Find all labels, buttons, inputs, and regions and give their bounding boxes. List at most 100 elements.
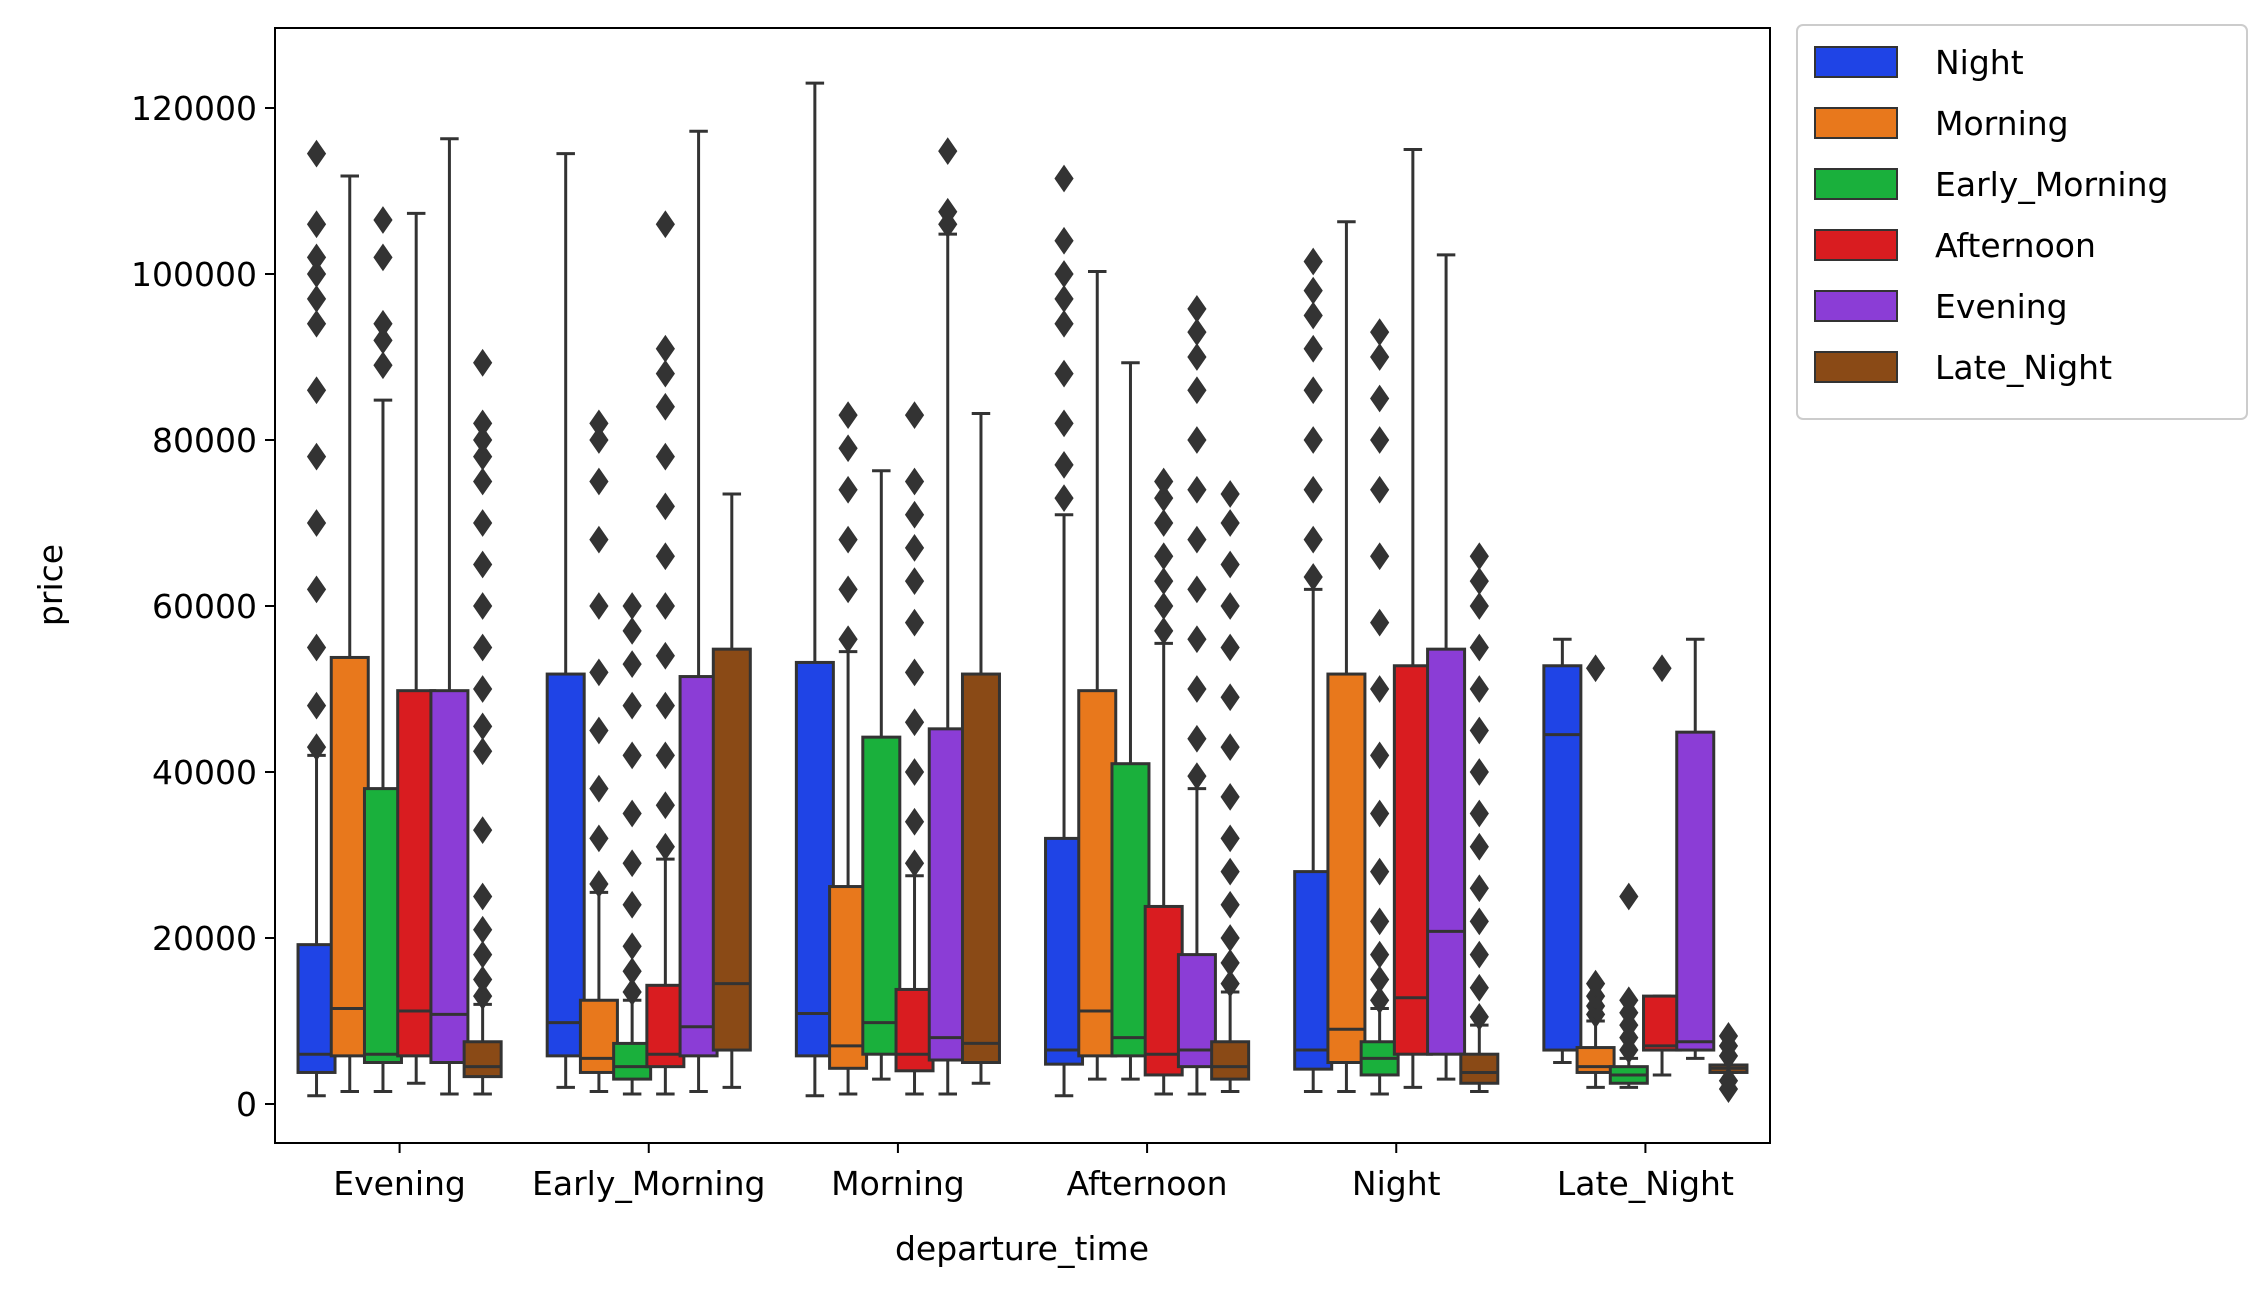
outlier-point	[306, 309, 327, 338]
box-body	[296, 943, 337, 1074]
outlier-point	[589, 592, 609, 620]
outlier-point	[1370, 940, 1390, 969]
outlier-point	[655, 334, 675, 363]
outlier-point	[622, 978, 642, 1006]
outlier-point	[306, 285, 327, 313]
outlier-point	[1303, 276, 1323, 305]
outlier-point	[473, 915, 493, 944]
legend: Night Morning Early_Morning Afternoon Evenin…	[1796, 24, 2248, 420]
outlier-point	[1370, 907, 1390, 936]
outlier-point	[1154, 592, 1174, 620]
outlier-point	[904, 849, 925, 878]
outlier-point	[373, 351, 393, 380]
box-body	[1077, 689, 1118, 1058]
outlier-point	[373, 326, 393, 355]
outlier-point	[473, 509, 493, 537]
outlier-point	[1370, 857, 1390, 886]
legend-swatch	[1814, 107, 1898, 139]
outlier-point	[1585, 969, 1606, 998]
box-late-night	[1210, 480, 1251, 1094]
box-night	[1044, 164, 1085, 1098]
outlier-point	[838, 401, 858, 429]
legend-label: Morning	[1935, 104, 2069, 143]
box-body	[1326, 672, 1367, 1064]
box-evening	[678, 129, 719, 1094]
x-tick-label: Early_Morning	[532, 1164, 765, 1203]
outlier-point	[1370, 799, 1390, 828]
outlier-point	[1154, 467, 1174, 496]
outlier-point	[904, 467, 925, 496]
y-tick-label: 0	[236, 1085, 257, 1124]
box-body	[362, 787, 403, 1064]
y-tick-label: 100000	[131, 255, 257, 294]
outlier-point	[473, 675, 493, 703]
outlier-point	[1220, 857, 1240, 886]
box-body	[462, 1040, 503, 1079]
outlier-point	[622, 741, 642, 770]
outlier-point	[306, 442, 327, 471]
legend-swatch	[1814, 229, 1898, 261]
outlier-point	[1054, 484, 1074, 512]
outlier-point	[589, 658, 609, 687]
outlier-point	[1187, 525, 1207, 554]
outlier-point	[1187, 343, 1207, 371]
outlier-point	[1370, 318, 1390, 346]
outlier-point	[1585, 654, 1606, 683]
outlier-point	[1154, 484, 1174, 512]
outlier-point	[904, 567, 925, 595]
outlier-point	[655, 542, 675, 571]
x-tick-label: Night	[1352, 1164, 1441, 1203]
box-body	[828, 885, 869, 1070]
outlier-point	[1303, 525, 1323, 554]
box-morning	[329, 174, 370, 1094]
box-early-morning	[362, 206, 403, 1094]
box-evening	[429, 137, 470, 1096]
box-afternoon	[1143, 467, 1184, 1096]
outlier-point	[904, 708, 925, 737]
y-tick-label: 80000	[152, 421, 257, 460]
box-body	[545, 672, 586, 1058]
x-tick-label: Morning	[831, 1164, 965, 1203]
legend-label: Late_Night	[1935, 348, 2112, 387]
outlier-point	[1187, 625, 1207, 654]
outlier-point	[589, 426, 609, 454]
outlier-point	[1469, 973, 1489, 1002]
outlier-point	[1154, 567, 1174, 595]
outlier-point	[1303, 301, 1323, 330]
outlier-point	[306, 691, 327, 720]
legend-frame	[1796, 24, 2248, 420]
outlier-point	[473, 550, 493, 579]
y-tick-label: 20000	[152, 919, 257, 958]
outlier-point	[1054, 451, 1074, 479]
outlier-point	[1220, 969, 1240, 998]
outlier-point	[473, 982, 493, 1010]
outlier-point	[1220, 683, 1240, 712]
x-tick-label: Late_Night	[1557, 1164, 1734, 1203]
outlier-point	[306, 260, 327, 288]
outlier-point	[904, 807, 925, 836]
outlier-point	[1619, 882, 1639, 911]
box-body	[429, 689, 470, 1064]
box-early-morning	[861, 469, 902, 1081]
y-axis-title: price	[31, 544, 70, 626]
outlier-point	[1469, 542, 1489, 571]
outlier-point	[904, 758, 925, 786]
outlier-point	[1054, 359, 1074, 388]
box-body	[1542, 664, 1583, 1052]
outlier-point	[1303, 426, 1323, 454]
box-afternoon	[645, 210, 686, 1096]
y-tick-label: 120000	[131, 89, 257, 128]
outlier-point	[473, 816, 493, 844]
box-body	[894, 987, 935, 1073]
outlier-point	[838, 475, 858, 504]
outlier-point	[1220, 509, 1240, 537]
plot-frame	[274, 27, 1771, 1144]
outlier-point	[306, 210, 327, 239]
y-tick-label: 40000	[152, 753, 257, 792]
outlier-point	[904, 534, 925, 562]
outlier-point	[1187, 762, 1207, 791]
outlier-point	[1469, 758, 1489, 786]
box-body	[1642, 994, 1683, 1052]
